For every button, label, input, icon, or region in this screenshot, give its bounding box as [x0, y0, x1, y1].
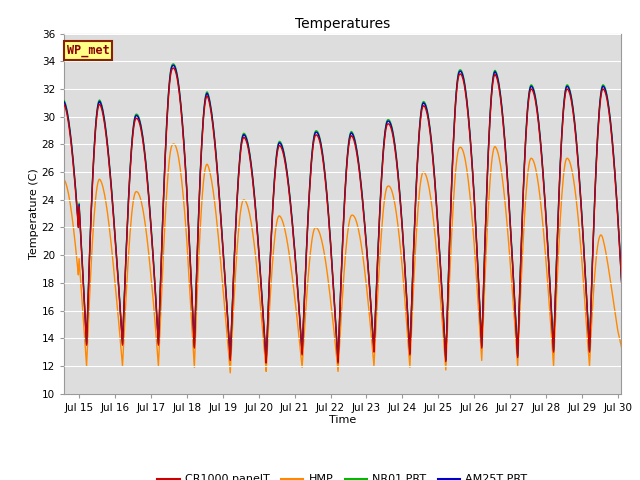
Title: Temperatures: Temperatures — [295, 17, 390, 31]
X-axis label: Time: Time — [329, 415, 356, 425]
Legend: CR1000 panelT, HMP, NR01 PRT, AM25T PRT: CR1000 panelT, HMP, NR01 PRT, AM25T PRT — [153, 470, 532, 480]
Y-axis label: Temperature (C): Temperature (C) — [29, 168, 39, 259]
Text: WP_met: WP_met — [67, 44, 109, 58]
